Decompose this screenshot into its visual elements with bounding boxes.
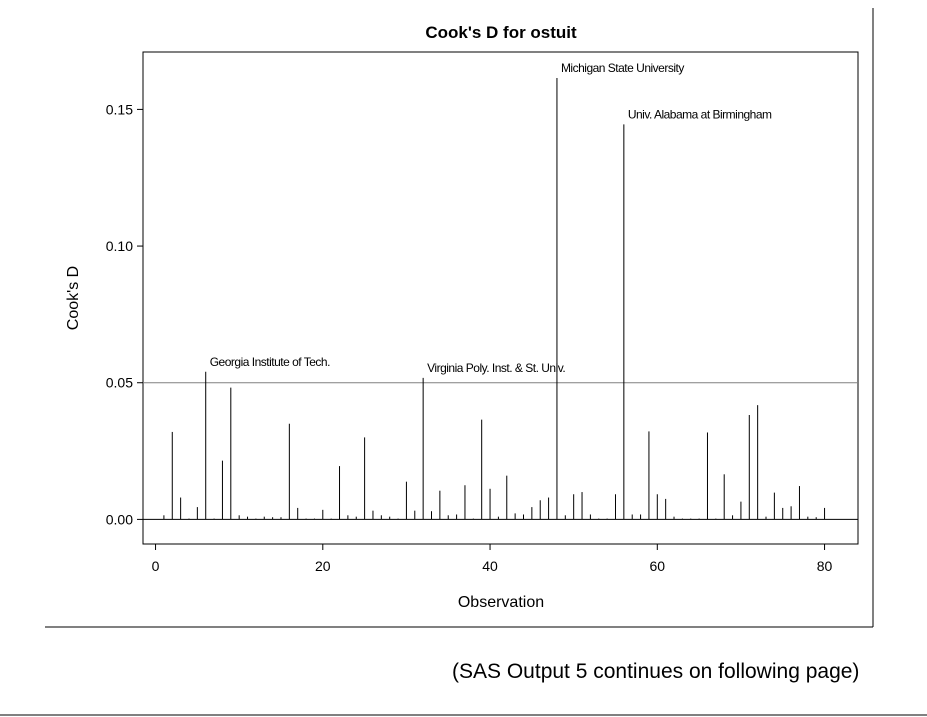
point-annotation: Virginia Poly. Inst. & St. Univ.: [427, 361, 565, 375]
x-axis-label: Observation: [458, 594, 544, 611]
y-tick-label: 0.10: [106, 238, 133, 254]
y-tick-label: 0.15: [106, 101, 133, 117]
needles-group: [163, 77, 826, 520]
x-tick-label: 60: [650, 558, 666, 574]
chart-title: Cook's D for ostuit: [425, 23, 577, 42]
y-axis-ticks: 0.00 0.05 0.10 0.15: [106, 101, 143, 527]
annotations-group: Georgia Institute of Tech. Virginia Poly.…: [210, 61, 773, 375]
x-tick-label: 0: [152, 558, 160, 574]
x-tick-label: 40: [482, 558, 498, 574]
y-axis-label: Cook's D: [65, 266, 82, 330]
x-axis-ticks: 0 20 40 60 80: [152, 544, 833, 574]
point-annotation: Univ. Alabama at Birmingham: [628, 107, 772, 121]
x-tick-label: 20: [315, 558, 331, 574]
continuation-note: (SAS Output 5 continues on following pag…: [452, 660, 860, 683]
x-tick-label: 80: [817, 558, 833, 574]
point-annotation: Georgia Institute of Tech.: [210, 355, 330, 369]
y-tick-label: 0.00: [106, 511, 133, 527]
plot-frame: [142, 51, 859, 545]
y-tick-label: 0.05: [106, 375, 133, 391]
point-annotation: Michigan State University: [561, 61, 684, 75]
